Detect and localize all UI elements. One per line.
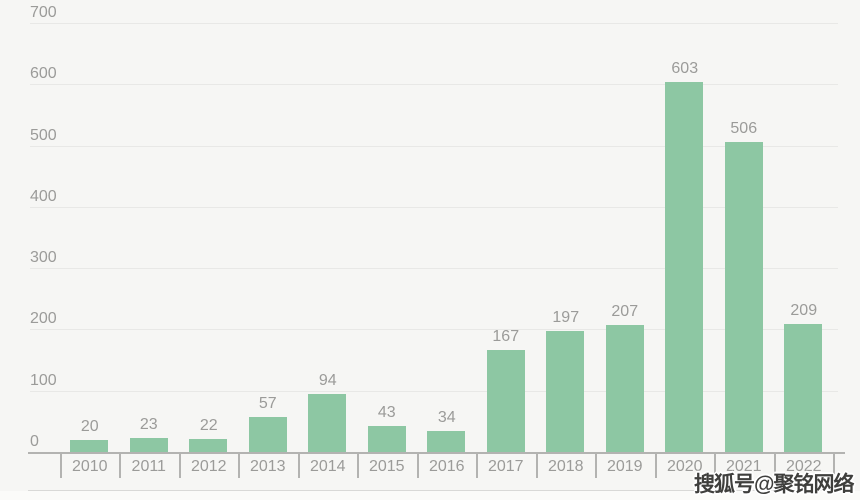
x-axis-tick-label: 2016 xyxy=(428,458,465,475)
bar xyxy=(130,438,168,452)
axis-tick xyxy=(536,452,538,478)
bar xyxy=(784,324,822,452)
bar xyxy=(427,431,465,452)
grid-line xyxy=(30,146,838,147)
bar xyxy=(606,325,644,452)
bar-value-label: 167 xyxy=(492,328,520,345)
bar-value-label: 57 xyxy=(258,395,277,412)
bar-value-label: 197 xyxy=(552,309,580,326)
axis-tick xyxy=(119,452,121,478)
y-axis-tick-label: 600 xyxy=(30,65,57,82)
x-axis-tick-label: 2018 xyxy=(547,458,584,475)
axis-tick xyxy=(60,452,62,478)
bar-value-label: 94 xyxy=(318,372,337,389)
bar xyxy=(249,417,287,452)
x-axis-tick-label: 2014 xyxy=(309,458,346,475)
footer-strip xyxy=(0,491,860,500)
y-axis-tick-label: 0 xyxy=(30,433,39,450)
x-axis-tick-label: 2019 xyxy=(606,458,643,475)
bar xyxy=(665,82,703,452)
bar-value-label: 43 xyxy=(377,404,396,421)
bar xyxy=(368,426,406,452)
bar xyxy=(546,331,584,452)
axis-tick xyxy=(595,452,597,478)
x-axis-tick-label: 2015 xyxy=(368,458,405,475)
axis-tick xyxy=(714,452,716,478)
axis-tick xyxy=(298,452,300,478)
grid-line xyxy=(30,23,838,24)
axis-tick xyxy=(476,452,478,478)
x-axis-tick-label: 2013 xyxy=(249,458,286,475)
grid-line xyxy=(30,268,838,269)
x-axis-tick-label: 2010 xyxy=(71,458,108,475)
y-axis-tick-label: 200 xyxy=(30,310,57,327)
x-axis-line xyxy=(28,452,845,454)
y-axis-tick-label: 100 xyxy=(30,372,57,389)
axis-tick xyxy=(357,452,359,478)
grid-line xyxy=(30,207,838,208)
grid-line xyxy=(30,329,838,330)
bar xyxy=(487,350,525,452)
x-axis-tick-label: 2011 xyxy=(131,458,166,475)
bar-value-label: 23 xyxy=(139,416,158,433)
x-axis-tick-label: 2020 xyxy=(666,458,703,475)
axis-tick xyxy=(655,452,657,478)
bar xyxy=(70,440,108,452)
bar-value-label: 603 xyxy=(671,60,699,77)
y-axis-tick-label: 500 xyxy=(30,127,57,144)
axis-tick xyxy=(238,452,240,478)
y-axis-tick-label: 300 xyxy=(30,249,57,266)
axis-tick xyxy=(179,452,181,478)
axis-tick xyxy=(417,452,419,478)
footer-divider xyxy=(28,490,845,491)
axis-tick xyxy=(833,452,835,478)
x-axis-tick-label: 2022 xyxy=(785,458,822,475)
bar-value-label: 34 xyxy=(437,409,456,426)
bar-value-label: 20 xyxy=(80,418,99,435)
bar xyxy=(189,439,227,452)
bar xyxy=(308,394,346,452)
watermark-text: 搜狐号@聚铭网络 xyxy=(694,473,854,496)
bar-value-label: 209 xyxy=(790,302,818,319)
bar xyxy=(725,142,763,452)
bar-value-label: 207 xyxy=(611,303,639,320)
x-axis-tick-label: 2012 xyxy=(190,458,227,475)
x-axis-tick-label: 2021 xyxy=(725,458,762,475)
axis-tick xyxy=(774,452,776,478)
y-axis-tick-label: 700 xyxy=(30,4,57,21)
bar-value-label: 22 xyxy=(199,417,218,434)
grid-line xyxy=(30,84,838,85)
grid-line xyxy=(30,391,838,392)
bar-value-label: 506 xyxy=(730,120,758,137)
x-axis-tick-label: 2017 xyxy=(487,458,524,475)
y-axis-tick-label: 400 xyxy=(30,188,57,205)
